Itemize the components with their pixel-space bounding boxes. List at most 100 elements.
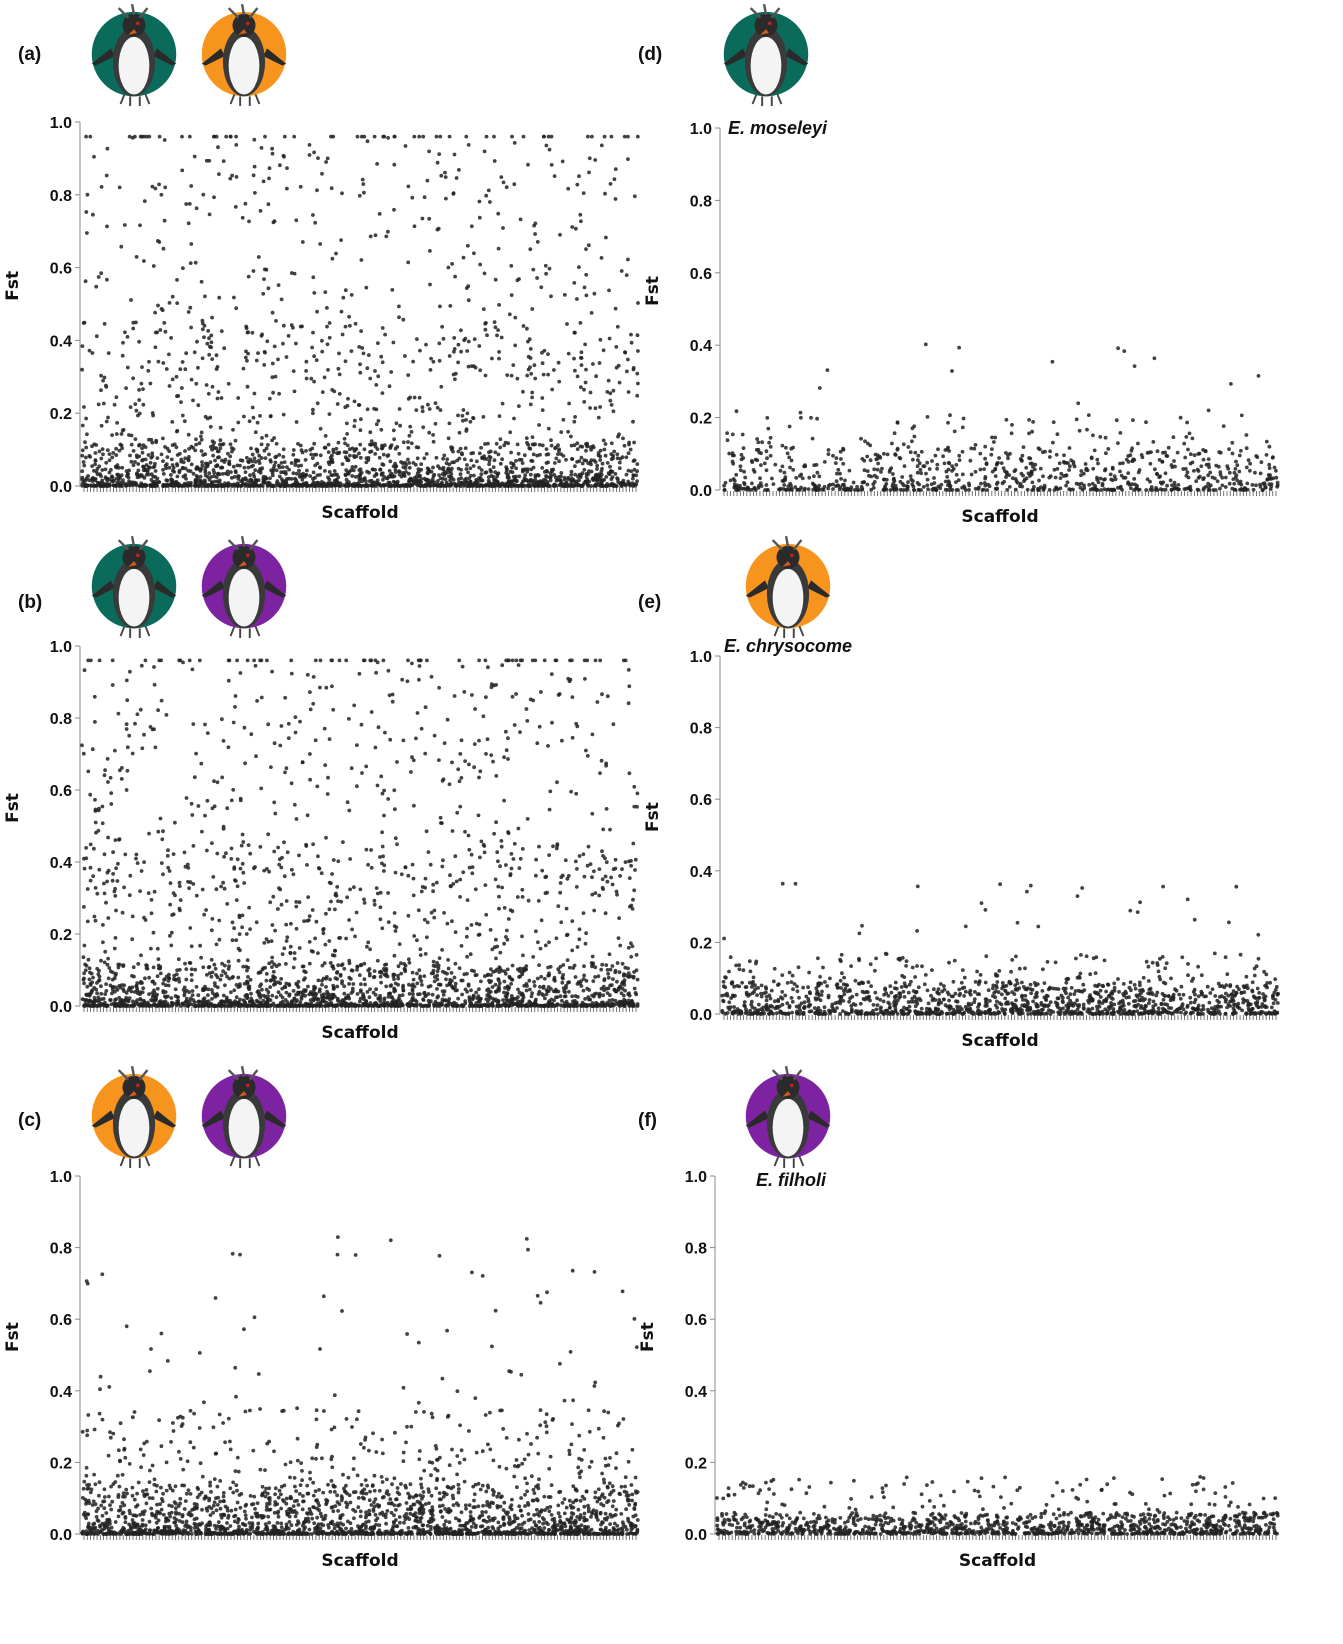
data-point — [210, 480, 215, 485]
data-point — [143, 445, 148, 449]
data-point — [1152, 356, 1157, 361]
data-point — [535, 453, 540, 458]
data-point — [1030, 480, 1035, 485]
data-point — [535, 276, 539, 280]
data-point — [1183, 467, 1188, 471]
data-point — [743, 475, 748, 480]
data-point — [960, 425, 965, 430]
data-point — [368, 442, 372, 447]
data-point — [226, 381, 231, 386]
data-point — [403, 354, 407, 358]
data-point — [500, 481, 504, 486]
data-point — [487, 454, 492, 459]
data-point — [242, 414, 246, 419]
data-point — [1020, 484, 1024, 489]
data-point — [1220, 475, 1225, 480]
data-point — [471, 464, 476, 468]
data-point — [122, 223, 127, 227]
data-point — [1208, 470, 1213, 475]
data-point — [527, 446, 532, 451]
data-point — [352, 703, 357, 708]
data-point — [189, 462, 194, 467]
y-tick-label: 1.0 — [50, 115, 72, 132]
data-point — [327, 335, 332, 340]
data-point — [217, 172, 221, 177]
data-point — [369, 439, 374, 443]
data-point — [890, 484, 895, 488]
data-point — [1004, 451, 1008, 455]
data-point — [134, 408, 139, 413]
data-point — [105, 224, 109, 229]
data-point — [209, 957, 214, 962]
data-point — [190, 989, 195, 993]
data-point — [584, 272, 589, 277]
data-point — [315, 188, 319, 193]
data-point — [101, 452, 105, 457]
data-point — [334, 446, 339, 451]
data-point — [91, 212, 95, 217]
data-point — [407, 479, 411, 483]
data-point — [99, 456, 104, 461]
data-point — [95, 891, 100, 896]
data-point — [144, 134, 149, 139]
data-point — [570, 457, 574, 461]
data-point — [871, 486, 876, 490]
data-point — [442, 911, 446, 915]
data-point — [150, 184, 155, 189]
data-point — [918, 467, 923, 472]
data-point — [414, 445, 419, 450]
data-point — [533, 475, 538, 479]
data-point — [1218, 473, 1223, 477]
data-point — [445, 467, 450, 472]
data-point — [138, 134, 143, 139]
data-point — [1194, 479, 1199, 484]
data-point — [107, 452, 112, 456]
data-point — [1177, 487, 1181, 492]
data-point — [865, 469, 870, 473]
data-point — [132, 480, 137, 485]
data-point — [116, 965, 121, 970]
data-point — [553, 446, 557, 451]
data-point — [575, 447, 580, 451]
data-point — [198, 474, 203, 479]
data-point — [1086, 413, 1091, 417]
data-point — [342, 991, 347, 996]
data-point — [1244, 446, 1249, 451]
data-point — [1239, 482, 1244, 487]
data-point — [95, 991, 99, 996]
data-point — [84, 445, 89, 450]
data-point — [368, 234, 373, 239]
data-point — [281, 465, 285, 469]
data-point — [345, 421, 349, 426]
data-point — [298, 472, 302, 477]
data-point — [263, 456, 268, 460]
data-point — [622, 443, 627, 448]
data-point — [427, 149, 431, 154]
data-point — [1098, 435, 1103, 439]
data-point — [379, 774, 384, 779]
data-point — [499, 839, 504, 843]
data-point — [374, 422, 379, 427]
data-point — [437, 358, 442, 363]
data-point — [181, 266, 185, 271]
data-point — [217, 295, 222, 300]
data-point — [1148, 461, 1153, 466]
data-point — [140, 474, 145, 479]
data-point — [399, 460, 403, 464]
data-point — [257, 453, 262, 458]
data-point — [189, 325, 194, 330]
data-point — [633, 857, 638, 862]
data-point — [463, 336, 468, 341]
data-point — [533, 221, 538, 226]
data-point — [425, 178, 430, 183]
data-point — [284, 990, 289, 995]
data-point — [990, 447, 994, 451]
data-point — [1271, 476, 1276, 481]
data-point — [161, 829, 165, 834]
data-point — [501, 180, 506, 185]
data-point — [380, 391, 385, 395]
data-point — [234, 134, 239, 139]
data-point — [330, 388, 335, 392]
data-point — [523, 473, 528, 477]
data-point — [469, 458, 474, 463]
